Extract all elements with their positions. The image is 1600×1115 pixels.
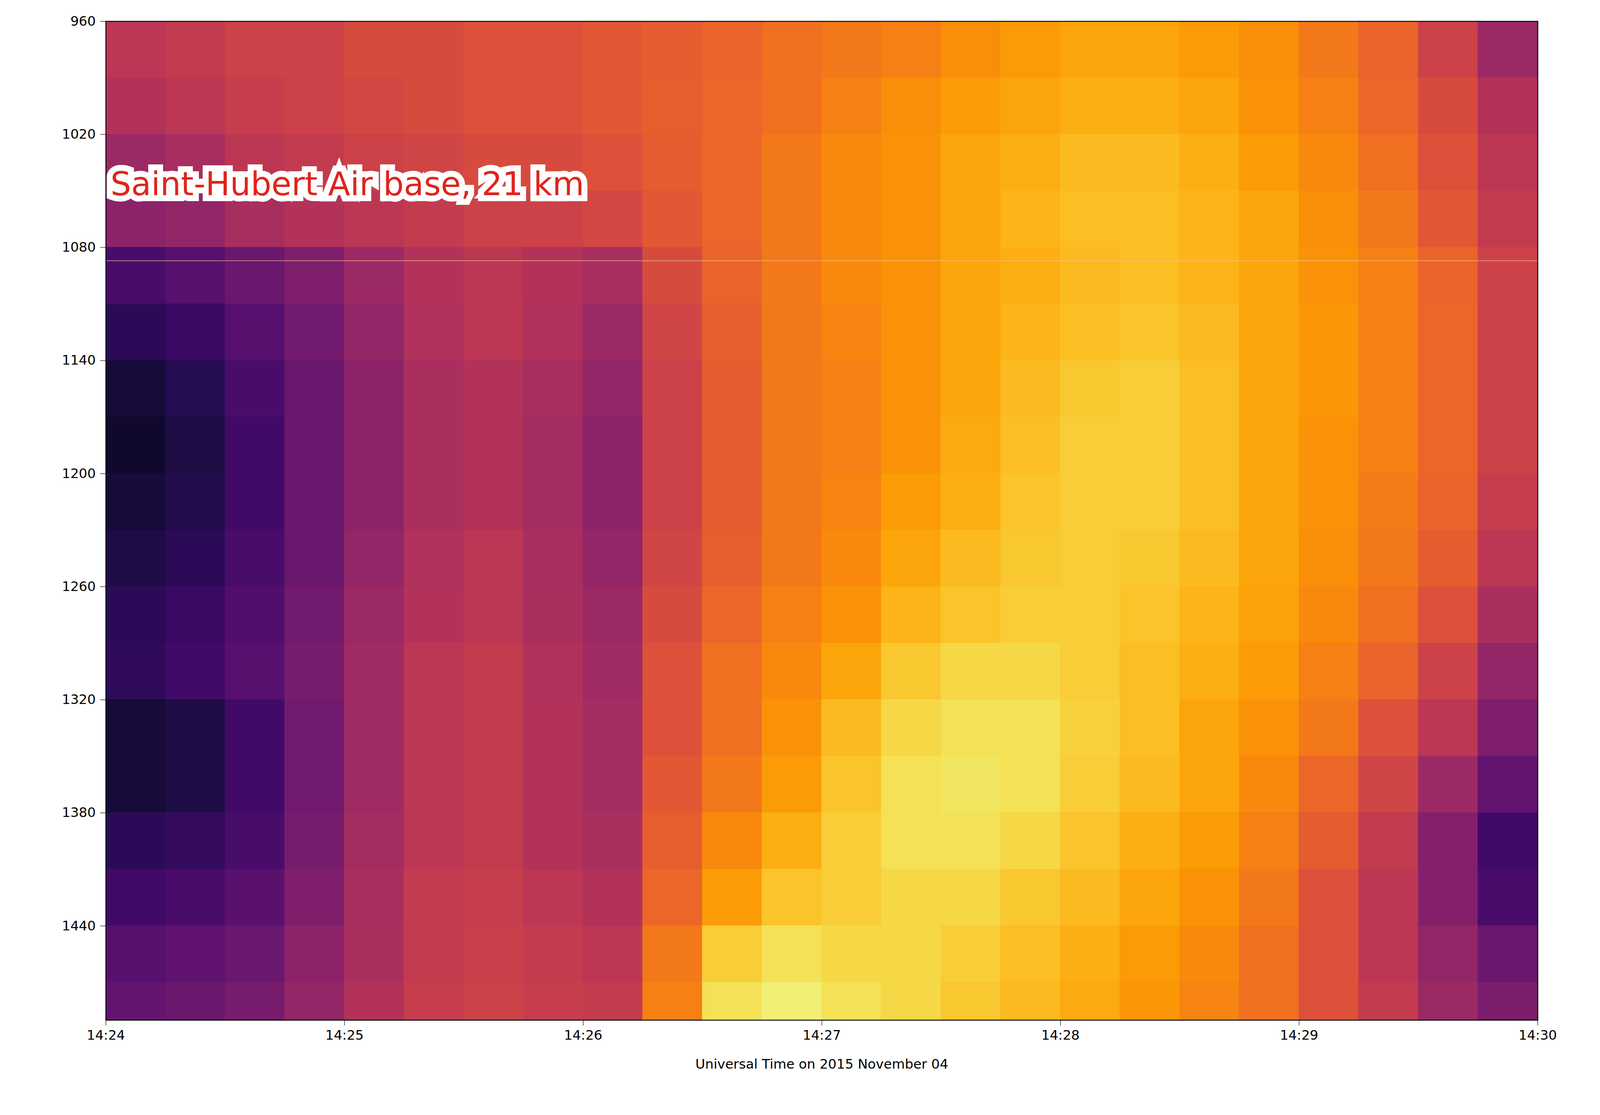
svg-text:1320: 1320 <box>62 691 97 708</box>
svg-text:Universal Time on 2015 Novembe: Universal Time on 2015 November 04 <box>695 1056 949 1073</box>
svg-text:1020: 1020 <box>62 126 97 142</box>
svg-text:14:29: 14:29 <box>1279 1027 1319 1044</box>
svg-text:14:26: 14:26 <box>564 1027 603 1044</box>
svg-text:14:25: 14:25 <box>325 1027 364 1044</box>
svg-text:14:27: 14:27 <box>802 1027 842 1044</box>
svg-text:1380: 1380 <box>62 804 97 821</box>
svg-text:14:28: 14:28 <box>1041 1027 1080 1044</box>
svg-text:14:30: 14:30 <box>1518 1027 1558 1044</box>
svg-text:1140: 1140 <box>62 352 97 368</box>
svg-text:1200: 1200 <box>62 465 97 482</box>
svg-text:1260: 1260 <box>62 578 97 595</box>
svg-text:960: 960 <box>70 13 96 29</box>
svg-text:14:24: 14:24 <box>86 1027 126 1044</box>
svg-text:Saint-Hubert Air base, 21 km: Saint-Hubert Air base, 21 km <box>110 164 585 204</box>
svg-text:1080: 1080 <box>62 239 97 255</box>
svg-text:1440: 1440 <box>62 918 97 934</box>
